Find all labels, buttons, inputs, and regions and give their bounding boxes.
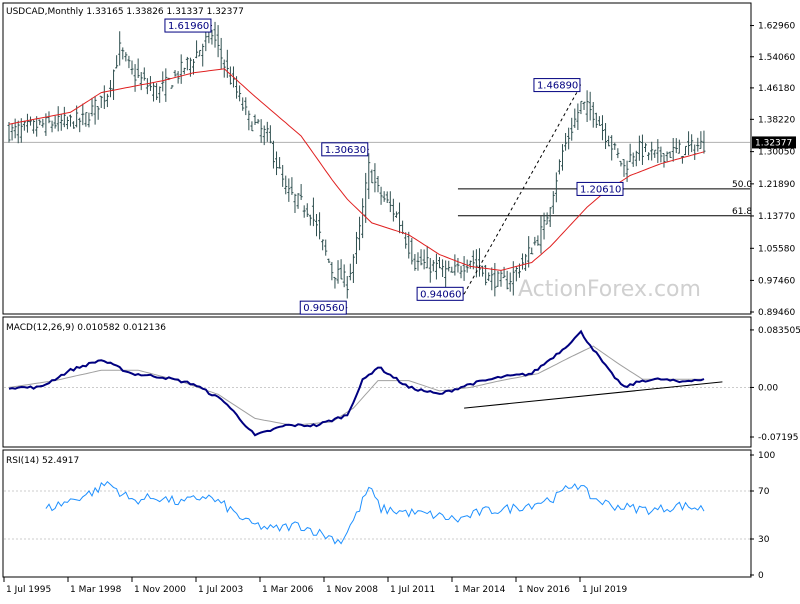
watermark: ActionForex.com [518,277,701,302]
rsi-line [45,480,705,545]
x-tick-label: 1 Nov 2008 [326,585,378,595]
macd-y-tick-label: -0.07195 [758,433,798,443]
fib-level-label: 50.0 [732,180,752,190]
price-y-tick-label: 1.62960 [758,22,795,32]
price-panel-frame [2,2,752,315]
swing-label-box [299,300,347,315]
macd-y-tick-label: 0.083505 [758,326,800,336]
x-tick-label: 1 Jul 2003 [198,585,243,595]
rsi-y-tick-label: 0 [758,571,764,581]
swing-label: 0.94060 [420,289,461,300]
x-tick-label: 1 Mar 1998 [70,585,122,595]
price-y-tick-label: 1.30050 [758,148,795,158]
macd-series [4,329,750,437]
price-y-tick-label: 1.05580 [758,244,795,254]
rsi-y-tick-label: 70 [758,487,770,497]
swing-label-box [533,78,581,93]
fib-level-label: 61.8 [732,207,752,217]
moving-average-line [8,68,705,271]
swing-label-box [416,286,464,301]
x-tick-label: 1 Mar 2014 [454,585,506,595]
swing-label: 0.90560 [303,303,344,314]
swing-label-box [164,18,212,33]
rsi-y-tick-label: 100 [758,451,775,461]
macd-trendline [464,381,723,409]
price-series: 50.0 61.8 1.61960 1.30630 0.90560 0.94060 1.46… [4,18,752,315]
price-y-tick-label: 1.46180 [758,84,795,94]
axes: 1.62960 1.54060 1.46180 1.38220 1.30050 1.218… [3,22,800,595]
symbol-header: USDCAD,Monthly 1.33165 1.33826 1.31337 1… [6,7,244,17]
price-y-tick-label: 1.54060 [758,53,795,63]
x-tick-label: 1 Mar 2006 [262,585,314,595]
swing-label: 1.30630 [325,145,366,156]
swing-label: 1.46890 [537,81,578,92]
x-tick-label: 1 Nov 2016 [518,585,570,595]
price-trendline [463,84,582,295]
price-y-tick-label: 0.89460 [758,308,795,318]
rsi-panel-frame [2,449,752,578]
price-y-tick-label: 1.21890 [758,180,795,190]
x-tick-label: 1 Jul 2011 [390,585,435,595]
rsi-series [4,480,750,545]
macd-signal-line [8,345,704,426]
last-price-label: 1.32377 [755,138,792,148]
x-tick-label: 1 Jul 2019 [582,585,627,595]
rsi-y-tick-label: 30 [758,535,770,545]
rsi-header: RSI(14) 52.4917 [6,456,79,466]
swing-label: 1.61960 [168,21,209,32]
x-tick-label: 1 Nov 2000 [134,585,186,595]
macd-header: MACD(12,26,9) 0.010582 0.012136 [6,323,166,333]
swing-label-box [576,181,624,196]
price-y-tick-label: 1.38220 [758,115,795,125]
macd-y-tick-label: 0.00 [758,383,778,393]
macd-line [8,329,705,437]
price-y-tick-label: 1.13770 [758,212,795,222]
price-y-tick-label: 0.97460 [758,276,795,286]
x-tick-label: 1 Jul 1995 [6,585,51,595]
last-price-box [752,136,796,149]
swing-label: 1.20610 [580,184,621,195]
macd-panel-frame [2,316,752,448]
swing-label-box [321,142,369,157]
